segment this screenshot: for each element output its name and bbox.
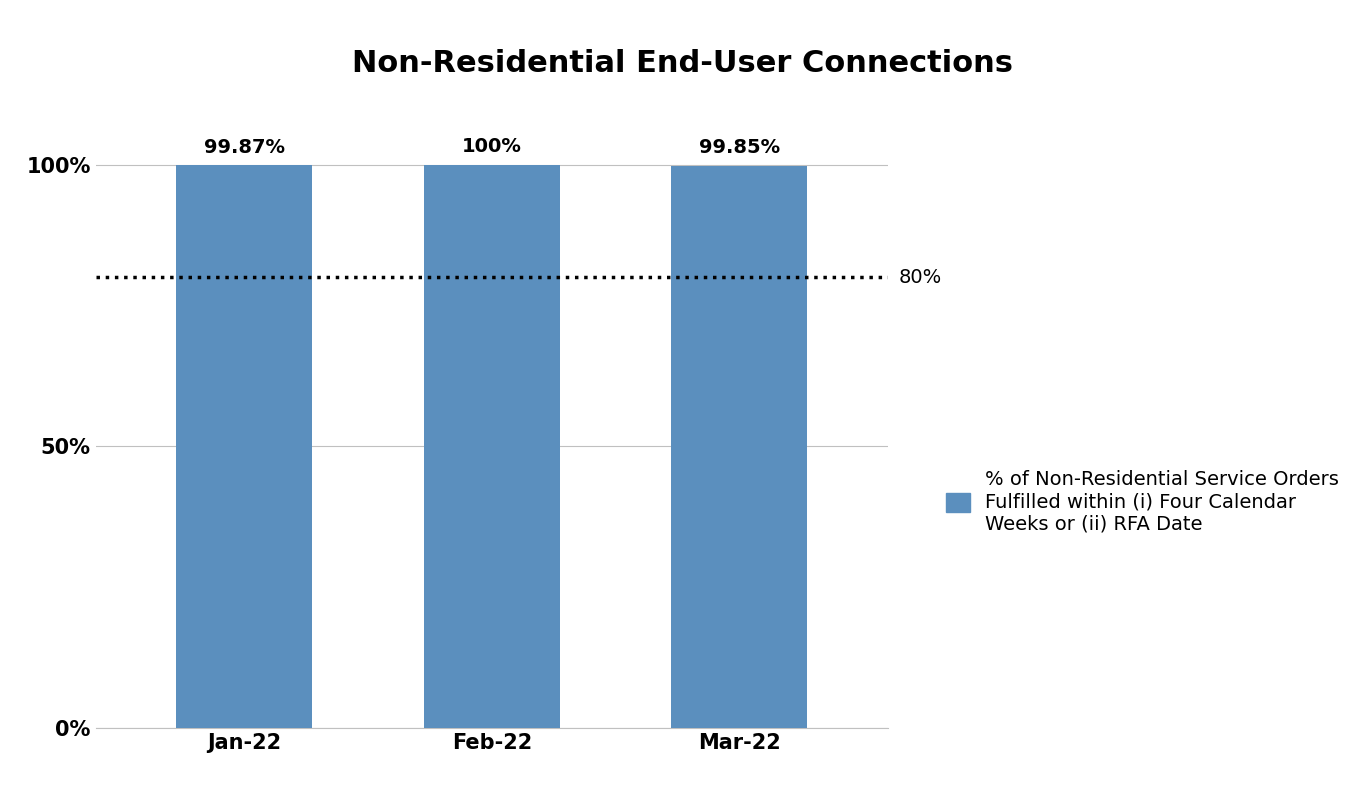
- Text: 99.85%: 99.85%: [699, 138, 780, 157]
- Text: 80%: 80%: [899, 268, 943, 287]
- Bar: [176, 165, 313, 728]
- Text: 99.87%: 99.87%: [204, 138, 284, 157]
- Bar: [671, 166, 807, 728]
- Text: 100%: 100%: [462, 138, 522, 156]
- Bar: [423, 165, 560, 728]
- Legend: % of Non-Residential Service Orders
Fulfilled within (i) Four Calendar
Weeks or : % of Non-Residential Service Orders Fulf…: [938, 462, 1347, 541]
- Text: Non-Residential End-User Connections: Non-Residential End-User Connections: [352, 49, 1014, 78]
